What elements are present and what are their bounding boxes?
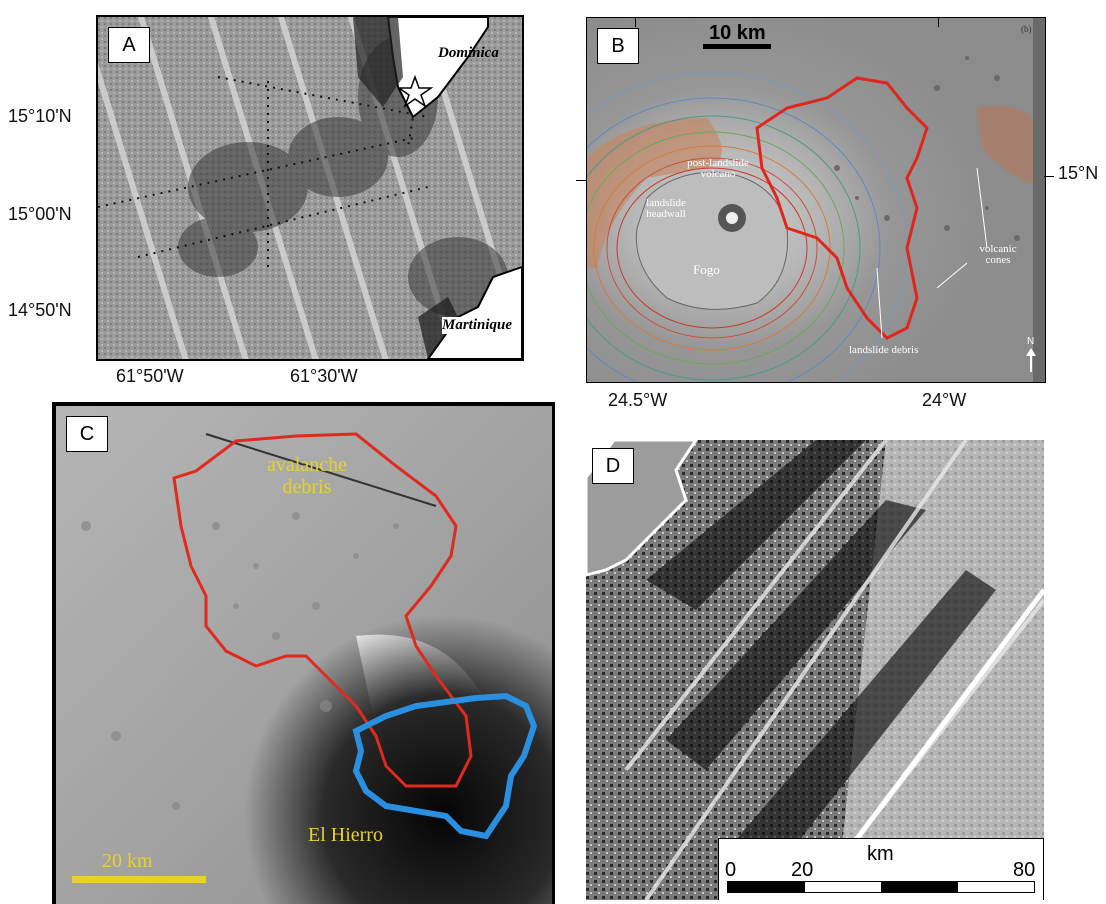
star-marker [396,74,434,108]
panel-b-lon-tick-1: 24.5°W [608,390,668,410]
panel-b-label: B [597,28,639,64]
avalanche-debris-label: avalanche debris [267,454,347,498]
panel-a: A Dominica Martinique [96,15,524,361]
post-landslide-label: post-landslide volcano [687,157,749,180]
landslide-debris-label: landslide debris [849,344,919,356]
volcanic-cones-label: volcanic cones [979,243,1017,266]
panel-a-lat-tick-3: 14°50'N [8,300,72,320]
panel-b-scale-label: 10 km [709,22,766,44]
panel-b-scale-bar [703,44,771,49]
fogo-label: Fogo [693,262,720,277]
panel-a-label: A [108,27,150,63]
el-hierro-label: El Hierro [308,824,383,846]
panel-c-label: C [66,416,108,452]
panel-a-lat-tick-2: 15°00'N [8,204,72,224]
panel-c-scale-bar [72,876,206,883]
landslide-debris-outline [755,76,929,340]
panel-d-scale-bar [727,881,1035,893]
panel-b-tick-right [1044,176,1054,177]
panel-c: C avalanche debris El Hierro 20 km [52,402,555,904]
north-arrow-label: N [1027,336,1035,347]
panel-d-scale-unit: km [867,843,894,865]
panel-d-scale-tick-80: 80 [1013,859,1036,881]
panel-a-lat-tick-1: 15°10'N [8,106,72,126]
dominica-label: Dominica [438,45,499,61]
panel-d-scale-tick-0: 0 [725,859,737,881]
headwall-label: landslide headwall [646,197,686,220]
panel-b-lon-tick-2: 24°W [922,390,967,410]
panel-c-relief-image [56,406,552,904]
panel-a-sidescan-image [98,17,522,359]
panel-b-corner-tag: (b) [1021,24,1032,34]
panel-b: B 10 km (b) post-landslide volcano lands… [586,17,1046,383]
panel-d-scale-box: km 0 20 80 [718,838,1044,900]
panel-b-tick-top-2 [938,17,939,27]
panel-a-lon-tick-1: 61°50'W [116,366,184,386]
panel-d-scale-tick-20: 20 [791,859,814,881]
panel-a-lon-tick-2: 61°30'W [290,366,358,386]
panel-b-tick-top-1 [635,17,636,27]
panel-c-scale-label: 20 km [102,850,153,872]
panel-b-bathymetry-image [587,18,1045,382]
panel-d-sidescan-image [586,440,1044,900]
panel-b-tick-left [576,180,586,181]
panel-d: D km 0 20 80 [586,440,1044,900]
avalanche-debris-outline [172,432,473,788]
el-hierro-outline [352,692,538,840]
panel-b-lat-tick: 15°N [1058,163,1099,183]
panel-d-label: D [592,448,634,484]
north-arrow-icon [1026,348,1036,372]
martinique-label: Martinique [442,317,513,334]
fogo-island [635,171,789,310]
